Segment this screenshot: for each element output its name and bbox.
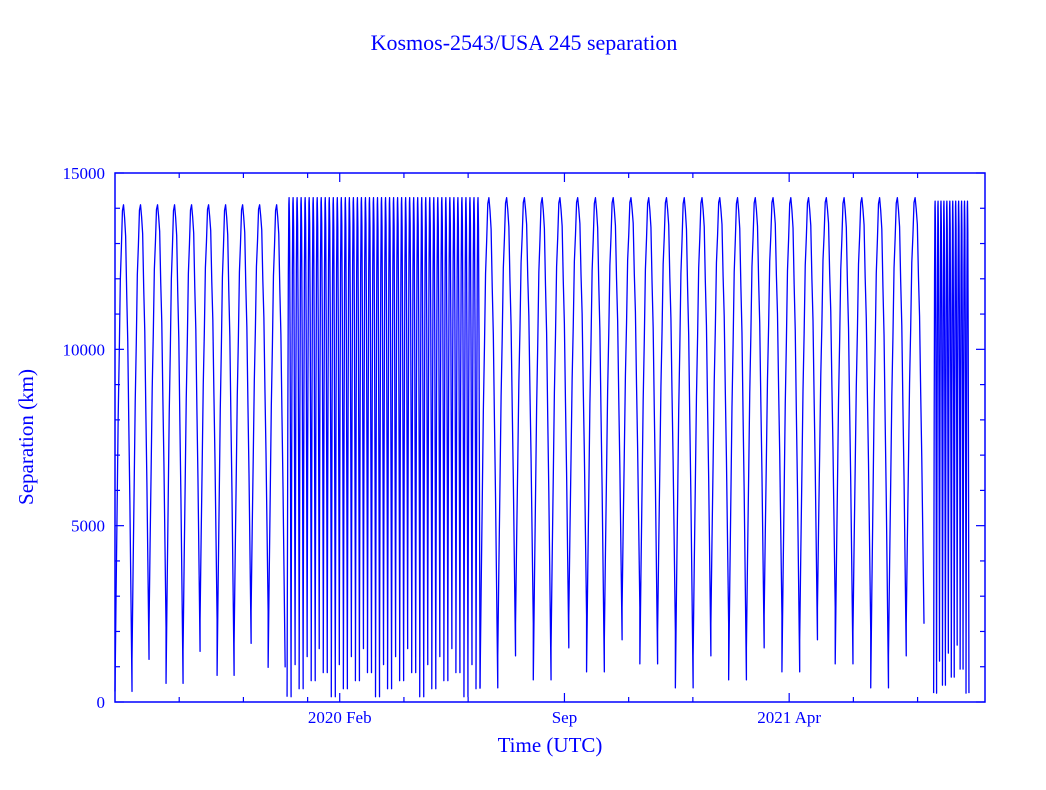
x-tick-label: Sep (552, 708, 578, 727)
y-tick-label: 15000 (63, 164, 106, 183)
plot-area (114, 197, 970, 698)
chart-title: Kosmos-2543/USA 245 separation (371, 30, 678, 55)
y-tick-label: 0 (97, 693, 106, 712)
y-tick-label: 5000 (71, 517, 105, 536)
axis-ticks: 2020 Feb Sep 2021 Apr 0 5000 10000 15000 (63, 164, 985, 727)
x-tick-label: 2021 Apr (757, 708, 821, 727)
y-axis-label: Separation (km) (14, 369, 38, 505)
series-segment-1 (286, 197, 481, 698)
y-tick-label: 10000 (63, 340, 106, 359)
series-segment-2 (479, 197, 925, 689)
x-axis-label: Time (UTC) (498, 733, 603, 757)
x-tick-label: 2020 Feb (308, 708, 372, 727)
series-segment-0 (114, 204, 286, 693)
plot-frame (114, 172, 986, 703)
series-segment-3 (932, 200, 970, 694)
